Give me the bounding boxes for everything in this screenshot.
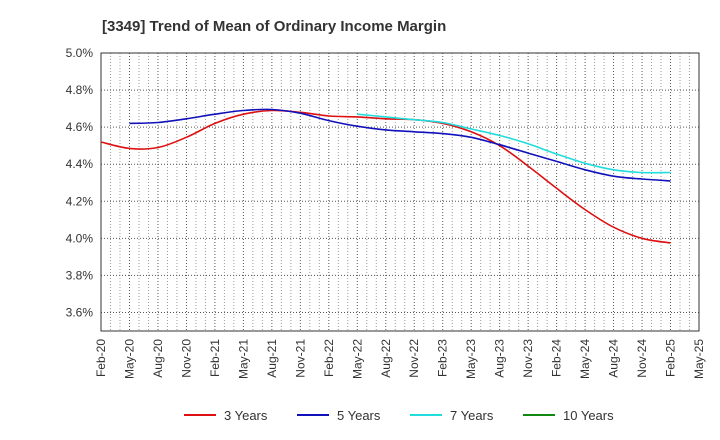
legend-label-2: 7 Years	[450, 408, 494, 423]
axes: 3.6% 3.8% 4.0% 4.2% 4.4% 4.6% 4.8% 5.0% Feb-20 Ma…	[66, 46, 706, 379]
series-line-1	[129, 108, 671, 182]
x-tick-label: Feb-24	[550, 339, 564, 377]
y-tick-label: 3.8%	[66, 268, 94, 282]
x-tick-label: Aug-23	[493, 339, 507, 378]
legend-label-1: 5 Years	[337, 408, 381, 423]
x-tick-label: Aug-24	[607, 339, 621, 378]
y-tick-label: 4.8%	[66, 83, 94, 97]
x-tick-label: Nov-22	[407, 339, 421, 378]
x-tick-label: May-23	[464, 339, 478, 379]
x-tick-label: Feb-25	[664, 339, 678, 377]
x-tick-label: May-25	[692, 339, 706, 379]
x-tick-label: May-22	[350, 339, 364, 379]
y-tick-label: 4.0%	[66, 231, 94, 245]
plot-frame	[100, 52, 700, 332]
y-tick-label: 4.6%	[66, 120, 94, 134]
x-tick-label: Aug-22	[379, 339, 393, 378]
y-tick-label: 5.0%	[66, 46, 94, 60]
legend-label-0: 3 Years	[224, 408, 268, 423]
y-tick-label: 3.6%	[66, 305, 94, 319]
legend: 3 Years 5 Years 7 Years 10 Years	[184, 408, 614, 423]
y-tick-label: 4.4%	[66, 157, 94, 171]
x-tick-label: Nov-20	[179, 339, 193, 378]
series-line-0	[100, 109, 671, 244]
x-tick-label: Nov-24	[635, 339, 649, 378]
series-lines	[100, 108, 671, 244]
series-line-2	[357, 113, 671, 174]
x-tick-label: Nov-23	[521, 339, 535, 378]
plot-area	[101, 53, 699, 331]
x-tick-label: Feb-22	[322, 339, 336, 377]
x-tick-label: May-21	[236, 339, 250, 379]
y-tick-label: 4.2%	[66, 194, 94, 208]
grid	[101, 52, 699, 331]
legend-label-3: 10 Years	[563, 408, 614, 423]
x-tick-label: Aug-20	[151, 339, 165, 378]
x-tick-label: Aug-21	[265, 339, 279, 378]
x-tick-label: Feb-23	[436, 339, 450, 377]
x-tick-label: Feb-21	[208, 339, 222, 377]
chart-title: [3349] Trend of Mean of Ordinary Income …	[102, 18, 446, 35]
x-tick-label: Nov-21	[293, 339, 307, 378]
x-tick-label: May-24	[578, 339, 592, 379]
x-tick-label: May-20	[122, 339, 136, 379]
x-tick-label: Feb-20	[94, 339, 108, 377]
